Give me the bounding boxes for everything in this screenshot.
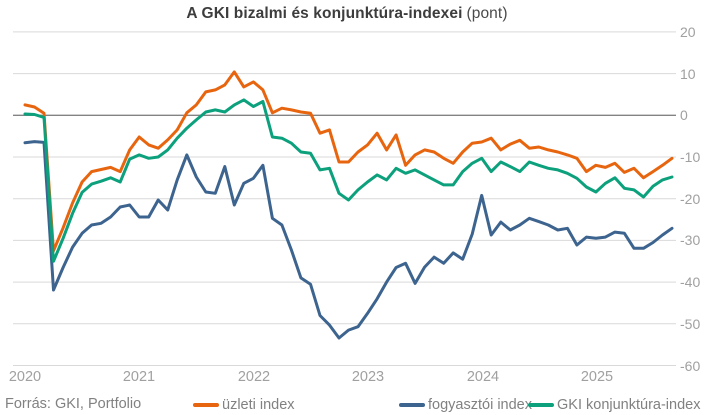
- y-axis-tick-label: -60: [680, 358, 701, 374]
- y-axis-tick-label: -30: [680, 232, 701, 248]
- legend-label: üzleti index: [222, 397, 295, 413]
- y-axis-tick-label: 20: [680, 24, 696, 40]
- legend-line-swatch: [399, 403, 425, 407]
- y-axis-tick-label: -20: [680, 191, 701, 207]
- x-axis-year-label: 2022: [237, 369, 271, 385]
- y-axis-tick-label: -50: [680, 316, 701, 332]
- konjunktura-index-line: [23, 98, 674, 263]
- legend-label: GKI konjunktúra-index: [557, 397, 701, 413]
- chart-title: A GKI bizalmi és konjunktúra-indexei (pon…: [0, 5, 694, 23]
- fogyasztoi-index-line: [23, 140, 674, 340]
- x-axis-year-label: 2025: [580, 369, 614, 385]
- y-axis-tick-label: -40: [680, 274, 701, 290]
- y-axis-tick-label: 10: [680, 66, 696, 82]
- x-axis-year-label: 2021: [122, 369, 156, 385]
- legend-item: üzleti index: [193, 396, 295, 414]
- x-axis-year-label: 2020: [8, 369, 42, 385]
- y-axis-tick-label: 0: [680, 107, 688, 123]
- legend-item: fogyasztói index: [399, 396, 532, 414]
- x-axis-year-label: 2024: [466, 369, 500, 385]
- source-text: Forrás: GKI, Portfolio: [5, 396, 142, 412]
- chart-title-main: A GKI bizalmi és konjunktúra-indexei: [186, 5, 463, 22]
- chart-title-unit: (pont): [466, 5, 508, 22]
- legend-line-swatch: [528, 403, 554, 407]
- legend-item: GKI konjunktúra-index: [528, 396, 700, 414]
- uzleti-index-line: [23, 70, 674, 253]
- legend-line-swatch: [193, 403, 219, 407]
- legend-label: fogyasztói index: [428, 397, 532, 413]
- y-axis-tick-label: -10: [680, 149, 701, 165]
- x-axis-year-label: 2023: [351, 369, 385, 385]
